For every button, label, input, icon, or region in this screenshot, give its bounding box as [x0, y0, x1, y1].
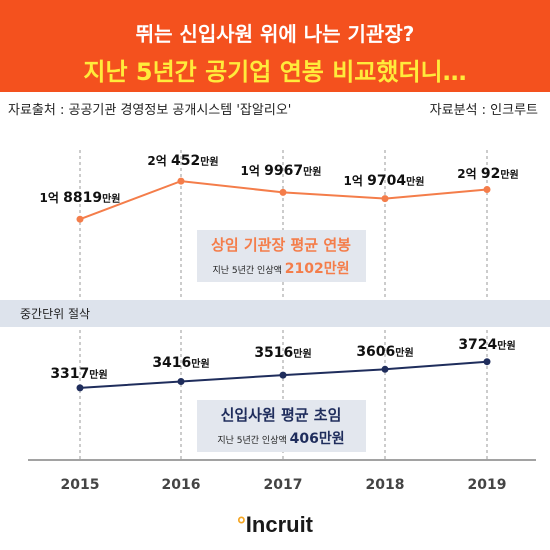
new-hire-label-2017: 3516만원 — [254, 345, 311, 361]
x-tick-2019: 2019 — [468, 477, 507, 493]
axis-break-band — [0, 300, 550, 327]
new-hire-salary-point-2018 — [381, 365, 389, 373]
x-tick-2018: 2018 — [366, 477, 405, 493]
incruit-logo: °Incruit — [236, 512, 314, 537]
exec-label-2019: 2억 92만원 — [457, 166, 518, 182]
exec-summary-increase: 지난 5년간 인상액 2102만원 — [212, 261, 349, 277]
exec-salary-point-2019 — [483, 186, 491, 193]
exec-label-2015: 1억 8819만원 — [40, 190, 121, 206]
title-line-2: 지난 5년간 공기업 연봉 비교했더니… — [83, 58, 467, 86]
new-hire-summary-title: 신입사원 평균 초임 — [221, 406, 342, 424]
new-hire-label-2015: 3317만원 — [50, 366, 107, 382]
new-hire-summary-increase: 지난 5년간 인상액 406만원 — [217, 431, 344, 447]
exec-summary-title: 상임 기관장 평균 연봉 — [211, 236, 351, 254]
new-hire-salary-point-2017 — [279, 371, 287, 379]
new-hire-salary-point-2019 — [483, 358, 491, 366]
source-note: 자료출처 : 공공기관 경영정보 공개시스템 '잡알리오' — [8, 103, 292, 118]
exec-salary-point-2016 — [177, 177, 185, 185]
exec-summary-box — [197, 230, 366, 282]
new-hire-label-2016: 3416만원 — [152, 355, 209, 371]
exec-label-2017: 1억 9967만원 — [241, 163, 322, 179]
exec-salary-point-2017 — [279, 188, 287, 196]
axis-break-label: 중간단위 절삭 — [20, 307, 90, 321]
x-tick-2017: 2017 — [264, 477, 303, 493]
exec-salary-point-2015 — [76, 215, 84, 223]
analysis-note: 자료분석 : 인크루트 — [429, 103, 538, 118]
new-hire-label-2018: 3606만원 — [356, 344, 413, 360]
new-hire-summary-box — [197, 400, 366, 452]
new-hire-salary-point-2015 — [76, 384, 84, 392]
x-tick-2016: 2016 — [162, 477, 201, 493]
new-hire-salary-point-2016 — [177, 378, 185, 385]
title-banner — [0, 0, 550, 92]
new-hire-label-2019: 3724만원 — [458, 337, 515, 353]
exec-label-2018: 1억 9704만원 — [344, 173, 425, 189]
exec-label-2016: 2억 452만원 — [147, 153, 218, 169]
x-tick-2015: 2015 — [61, 477, 100, 493]
exec-salary-point-2018 — [381, 195, 389, 203]
title-line-1: 뛰는 신입사원 위에 나는 기관장? — [135, 22, 415, 46]
